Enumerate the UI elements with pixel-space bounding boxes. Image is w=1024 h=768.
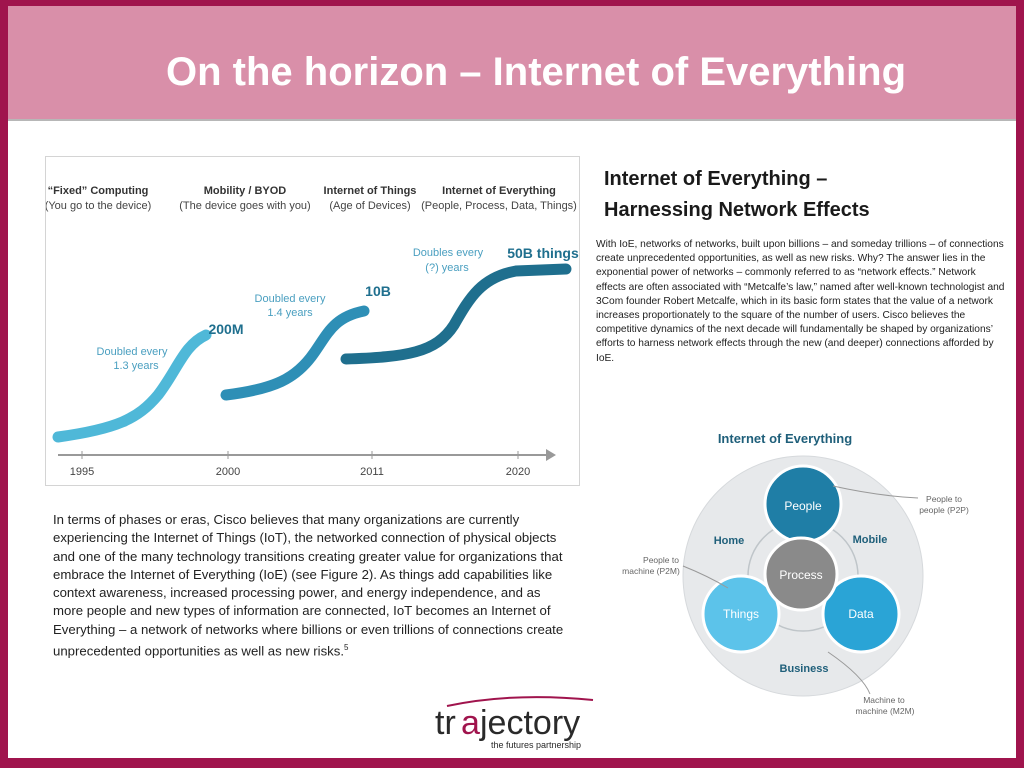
slide: On the horizon – Internet of Everything …: [8, 6, 1016, 758]
value-200m: 200M: [208, 321, 243, 337]
title-divider: [8, 119, 1016, 121]
label-home: Home: [714, 535, 745, 547]
era-subtitle-iot: (Age of Devices): [329, 200, 410, 212]
year-2011: 2011: [360, 466, 384, 478]
timeline-arrow: [546, 449, 556, 461]
callout-p2p-line1: People to: [926, 494, 962, 504]
callout-p2p-line2: people (P2P): [919, 505, 969, 515]
logo-word-start: tr: [435, 704, 456, 742]
label-things: Things: [723, 607, 759, 621]
note-line2-ioe: (?) years: [425, 262, 469, 274]
callout-p2m-line2: machine (P2M): [622, 566, 680, 576]
label-mobile: Mobile: [853, 534, 888, 546]
logo-a-mark: a: [461, 704, 480, 742]
right-paragraph: With IoE, networks of networks, built up…: [596, 239, 1005, 364]
leader-p2p: [832, 485, 919, 499]
trajectory-logo: tr a jectory the futures partnership: [435, 696, 594, 750]
curve-iot: [340, 263, 572, 365]
right-heading-line1: Internet of Everything –: [604, 168, 828, 190]
era-title-fixed: “Fixed” Computing: [48, 185, 149, 197]
node-process: [763, 536, 839, 612]
right-heading: Internet of Everything – Harnessing Netw…: [604, 164, 984, 226]
node-data: [821, 574, 901, 654]
curve-mobility: [220, 305, 370, 401]
era-subtitle-ioe: (People, Process, Data, Things): [421, 200, 577, 212]
label-people: People: [784, 499, 822, 513]
left-paragraph: In terms of phases or eras, Cisco believ…: [53, 511, 573, 661]
growth-figure: “Fixed” Computing (You go to the device)…: [45, 156, 580, 486]
era-subtitle-fixed: (You go to the device): [46, 200, 151, 212]
title-bar: On the horizon – Internet of Everything: [8, 6, 1016, 119]
leader-m2m: [827, 651, 871, 695]
left-paragraph-text: In terms of phases or eras, Cisco believ…: [53, 512, 564, 659]
callout-p2m-line1: People to: [643, 555, 679, 565]
label-data: Data: [848, 607, 874, 621]
ioe-diagram: Internet of Everything People Things Dat…: [622, 431, 969, 716]
value-50b: 50B things: [507, 245, 579, 261]
year-2020: 2020: [506, 466, 530, 478]
leader-p2m: [682, 565, 729, 589]
label-business: Business: [780, 663, 829, 675]
curve-fixed: [52, 329, 212, 443]
note-line1-mobility: Doubled every: [255, 293, 326, 305]
era-title-ioe: Internet of Everything: [442, 185, 556, 197]
era-subtitle-mobility: (The device goes with you): [179, 200, 310, 212]
note-line1-fixed: Doubled every: [97, 346, 168, 358]
growth-chart: “Fixed” Computing (You go to the device)…: [45, 185, 579, 478]
era-title-mobility: Mobility / BYOD: [204, 185, 287, 197]
footnote-ref: 5: [344, 643, 349, 653]
logo-word-end: jectory: [479, 704, 580, 742]
note-line2-mobility: 1.4 years: [267, 307, 313, 319]
year-2000: 2000: [216, 466, 240, 478]
callout-m2m-line2: machine (M2M): [855, 706, 914, 716]
slide-title: On the horizon – Internet of Everything: [166, 50, 907, 94]
logo-swoosh: [446, 696, 594, 707]
callout-m2m-line1: Machine to: [863, 695, 905, 705]
node-things: [701, 574, 781, 654]
era-title-iot: Internet of Things: [324, 185, 417, 197]
label-process: Process: [779, 568, 822, 582]
note-line1-ioe: Doubles every: [413, 247, 484, 259]
year-1995: 1995: [70, 466, 94, 478]
ioe-diagram-title: Internet of Everything: [718, 431, 852, 446]
right-heading-line2: Harnessing Network Effects: [604, 199, 870, 221]
logo-tagline: the futures partnership: [491, 740, 581, 750]
note-line2-fixed: 1.3 years: [113, 360, 159, 372]
value-10b: 10B: [365, 283, 391, 299]
